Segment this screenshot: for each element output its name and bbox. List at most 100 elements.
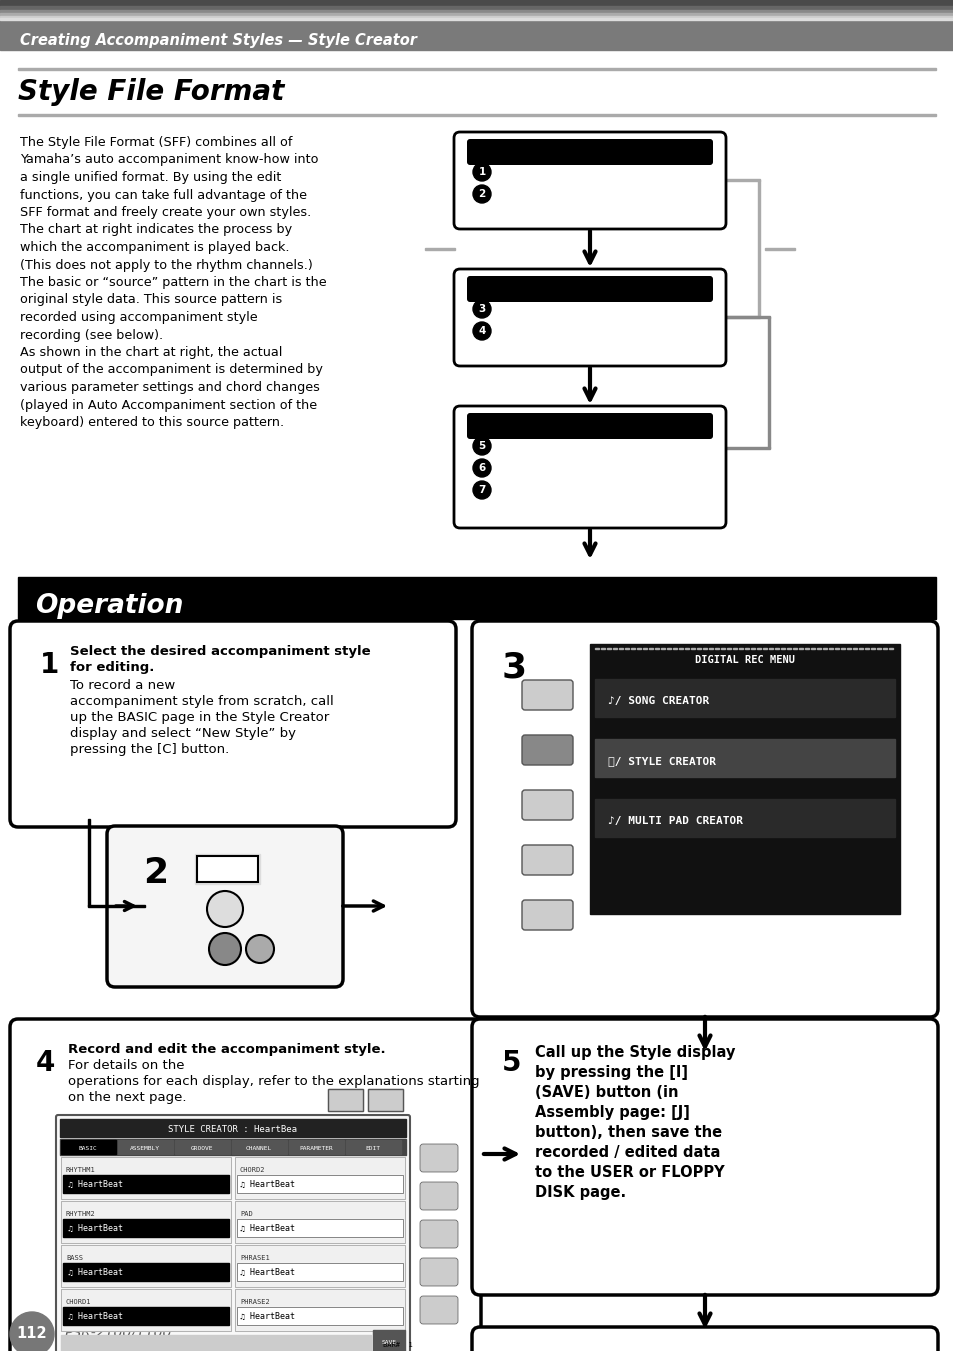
Text: recording (see below).: recording (see below). [20, 328, 163, 342]
Bar [767, 317, 769, 449]
Text: ♫ HeartBeat: ♫ HeartBeat [68, 1313, 123, 1321]
Bar [60, 1139, 406, 1155]
Text: ♫ HeartBeat: ♫ HeartBeat [240, 1269, 294, 1278]
Bar [236, 1219, 402, 1238]
Text: Assembly page: [J]: Assembly page: [J] [535, 1105, 689, 1120]
Bar [724, 178, 760, 181]
Bar [0, 0, 953, 5]
Bar [724, 316, 760, 317]
Text: SAVE: SAVE [381, 1340, 396, 1346]
Text: The chart at right indicates the process by: The chart at right indicates the process… [20, 223, 292, 236]
FancyBboxPatch shape [419, 1296, 457, 1324]
Bar [63, 1175, 229, 1193]
FancyBboxPatch shape [467, 276, 712, 303]
Text: CHORD1: CHORD1 [66, 1300, 91, 1305]
Bar [234, 1289, 405, 1331]
Bar [236, 1175, 402, 1193]
Text: 4: 4 [477, 326, 485, 336]
Text: 3: 3 [501, 651, 527, 685]
Text: ♫ HeartBeat: ♫ HeartBeat [68, 1269, 123, 1278]
Bar [61, 1201, 231, 1243]
Text: recorded / edited data: recorded / edited data [535, 1146, 720, 1161]
Bar [0, 9, 953, 14]
FancyBboxPatch shape [56, 1115, 410, 1351]
Text: on the next page.: on the next page. [68, 1092, 186, 1104]
Text: operations for each display, refer to the explanations starting: operations for each display, refer to th… [68, 1075, 479, 1088]
FancyBboxPatch shape [419, 1182, 457, 1210]
Bar [232, 1140, 287, 1154]
Bar [0, 20, 953, 50]
Circle shape [473, 436, 491, 455]
Bar [236, 1306, 402, 1325]
Text: ♫ HeartBeat: ♫ HeartBeat [68, 1181, 123, 1189]
Text: functions, you can take full advantage of the: functions, you can take full advantage o… [20, 189, 307, 201]
FancyBboxPatch shape [419, 1220, 457, 1248]
Text: 1: 1 [477, 168, 485, 177]
Bar [346, 1140, 400, 1154]
Text: BASS: BASS [66, 1255, 83, 1260]
Text: 4: 4 [36, 1048, 55, 1077]
FancyBboxPatch shape [419, 1258, 457, 1286]
Bar [61, 1246, 231, 1288]
Circle shape [10, 1312, 54, 1351]
Text: PARAMETER: PARAMETER [299, 1146, 333, 1151]
Bar [236, 1263, 402, 1281]
Bar [194, 854, 260, 884]
Bar [595, 739, 894, 777]
Text: RHYTHM2: RHYTHM2 [66, 1210, 95, 1217]
FancyBboxPatch shape [454, 269, 725, 366]
Bar [61, 1140, 116, 1154]
Bar [236, 1263, 402, 1281]
Text: by pressing the [I]: by pressing the [I] [535, 1065, 687, 1079]
Text: The basic or “source” pattern in the chart is the: The basic or “source” pattern in the cha… [20, 276, 326, 289]
Text: 2: 2 [143, 857, 168, 890]
Bar [234, 1201, 405, 1243]
FancyBboxPatch shape [10, 1019, 480, 1351]
Text: DISK page.: DISK page. [535, 1185, 625, 1200]
Text: As shown in the chart at right, the actual: As shown in the chart at right, the actu… [20, 346, 282, 359]
FancyBboxPatch shape [472, 1327, 937, 1351]
Bar [593, 647, 896, 669]
Text: ASSEMBLY: ASSEMBLY [130, 1146, 160, 1151]
FancyBboxPatch shape [10, 621, 456, 827]
Bar [88, 819, 90, 907]
Bar [0, 14, 953, 16]
Bar [196, 857, 257, 882]
Text: 3: 3 [477, 304, 485, 313]
Text: SFF format and freely create your own styles.: SFF format and freely create your own st… [20, 205, 311, 219]
Text: PHRASE2: PHRASE2 [240, 1300, 270, 1305]
Text: for editing.: for editing. [70, 661, 154, 674]
Bar [61, 1201, 231, 1243]
Text: PHRASE1: PHRASE1 [240, 1255, 270, 1260]
Text: 5: 5 [501, 1048, 521, 1077]
Text: (played in Auto Accompaniment section of the: (played in Auto Accompaniment section of… [20, 399, 316, 412]
Text: 112: 112 [16, 1325, 48, 1340]
Bar [118, 1140, 172, 1154]
Text: 6: 6 [477, 463, 485, 473]
FancyBboxPatch shape [454, 132, 725, 230]
Text: output of the accompaniment is determined by: output of the accompaniment is determine… [20, 363, 322, 377]
Bar [424, 249, 455, 250]
Bar [595, 798, 894, 838]
Bar [61, 1246, 231, 1288]
Bar [18, 577, 935, 619]
Bar [236, 1306, 402, 1325]
Circle shape [473, 163, 491, 181]
Bar [196, 857, 257, 882]
Text: Creating Accompaniment Styles — Style Creator: Creating Accompaniment Styles — Style Cr… [20, 32, 416, 47]
Text: a single unified format. By using the edit: a single unified format. By using the ed… [20, 172, 281, 184]
Text: Style File Format: Style File Format [18, 78, 284, 105]
Text: ♪/ MULTI PAD CREATOR: ♪/ MULTI PAD CREATOR [607, 816, 742, 825]
Bar [18, 113, 935, 115]
Bar [234, 1246, 405, 1288]
Bar [61, 1289, 231, 1331]
FancyBboxPatch shape [454, 407, 725, 528]
Text: STYLE CREATOR : HeartBea: STYLE CREATOR : HeartBea [169, 1124, 297, 1133]
Circle shape [246, 935, 274, 963]
Text: (SAVE) button (in: (SAVE) button (in [535, 1085, 678, 1100]
Text: ⚪/ STYLE CREATOR: ⚪/ STYLE CREATOR [607, 757, 716, 766]
Bar [61, 1335, 371, 1351]
Bar [0, 16, 953, 18]
Bar [589, 644, 899, 915]
Text: up the BASIC page in the Style Creator: up the BASIC page in the Style Creator [70, 711, 329, 724]
